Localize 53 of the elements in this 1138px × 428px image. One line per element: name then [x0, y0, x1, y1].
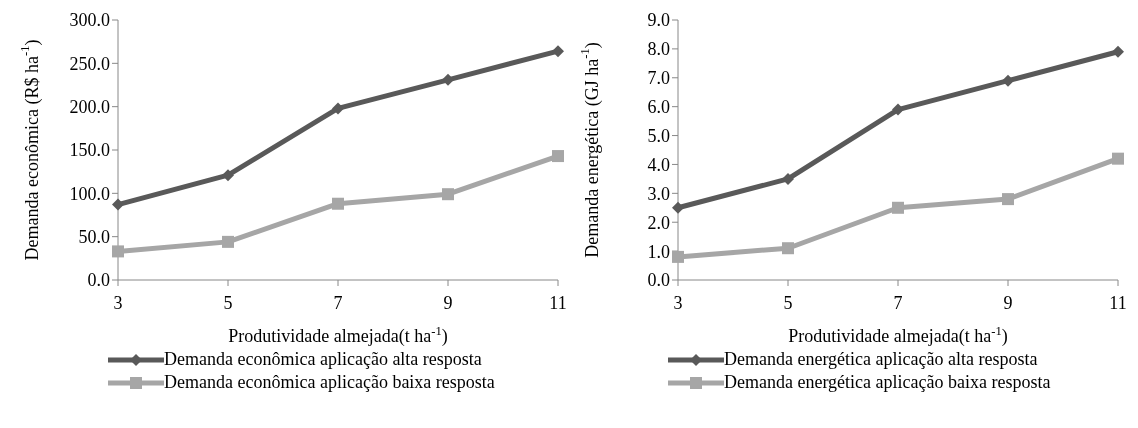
point [112, 245, 124, 258]
x-tick-label: 3 [673, 292, 683, 313]
point [442, 188, 454, 201]
point [892, 103, 904, 116]
y-tick-label: 3.0 [647, 183, 670, 204]
point [222, 235, 234, 248]
y-tick-label: 6.0 [647, 97, 670, 118]
y-tick-label: 1.0 [647, 241, 670, 262]
x-axis-title: Produtividade almejada(t ha$^{-1}$) [228, 324, 448, 347]
point [892, 201, 904, 214]
point [1112, 45, 1124, 58]
point [672, 250, 684, 263]
y-tick-label: 50.0 [78, 227, 110, 248]
point [332, 197, 344, 210]
y-tick-label: 5.0 [647, 125, 670, 146]
legend-label: Demanda econômica aplicação alta resposta [164, 348, 482, 371]
x-axis-title: Produtividade almejada(t ha$^{-1}$) [788, 324, 1008, 347]
x-tick-label: 7 [893, 292, 903, 313]
y-tick-label: 250.0 [69, 53, 110, 74]
point [672, 201, 684, 214]
x-tick-label: 11 [549, 292, 567, 313]
x-tick-label: 7 [333, 292, 343, 313]
y-tick-label: 0.0 [647, 270, 670, 291]
y-tick-label: 9.0 [647, 10, 670, 31]
point [222, 169, 234, 182]
point [1112, 152, 1124, 165]
y-tick-label: 100.0 [69, 183, 110, 204]
x-tick-label: 5 [783, 292, 793, 313]
y-tick-label: 300.0 [69, 10, 110, 31]
point [782, 172, 794, 185]
legend-label: Demanda energética aplicação alta resposta [724, 348, 1038, 371]
y-tick-label: 8.0 [647, 39, 670, 60]
point [442, 73, 454, 86]
y-tick-label: 150.0 [69, 140, 110, 161]
point [782, 242, 794, 255]
x-tick-label: 9 [1003, 292, 1013, 313]
x-tick-label: 11 [1109, 292, 1127, 313]
point [552, 45, 564, 58]
y-tick-label: 2.0 [647, 212, 670, 233]
y-tick-label: 4.0 [647, 154, 670, 175]
point [332, 102, 344, 115]
point [1002, 74, 1014, 87]
x-tick-label: 9 [443, 292, 453, 313]
legend-label: Demanda energética aplicação baixa resposta [724, 371, 1051, 394]
legend-label: Demanda econômica aplicação baixa resposta [164, 371, 495, 394]
x-tick-label: 3 [113, 292, 123, 313]
y-tick-label: 7.0 [647, 68, 670, 89]
y-tick-label: 200.0 [69, 97, 110, 118]
x-tick-label: 5 [223, 292, 233, 313]
point [552, 150, 564, 163]
point [1002, 193, 1014, 206]
y-tick-label: 0.0 [87, 270, 110, 291]
point [112, 198, 124, 211]
